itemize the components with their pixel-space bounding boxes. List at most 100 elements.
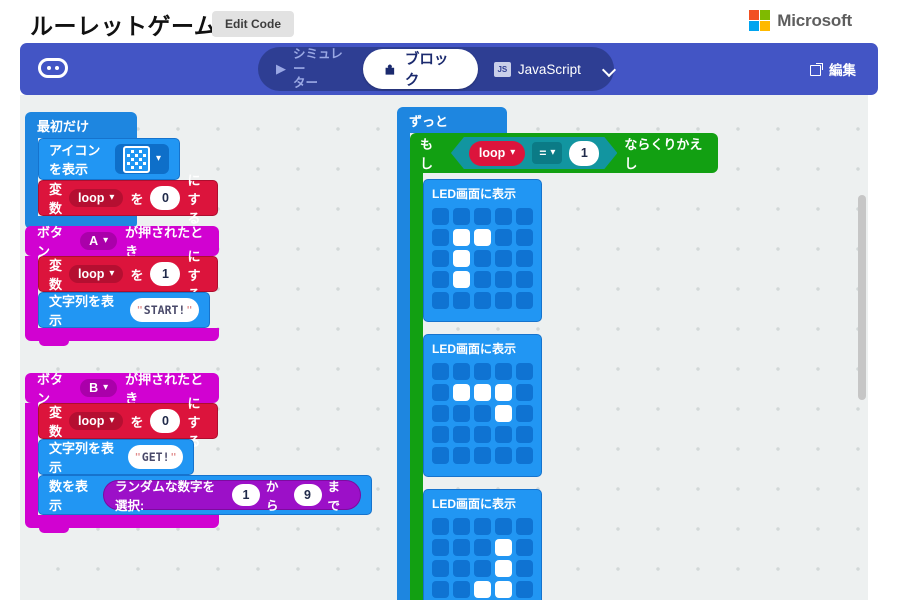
variable-dropdown[interactable]: loop ▾ xyxy=(69,189,124,207)
block-while-loop[interactable]: もし loop ▾ = ▾ 1 ならくりかえし xyxy=(410,133,718,173)
led-cell[interactable] xyxy=(432,518,449,535)
block-on-start-spine[interactable] xyxy=(25,138,38,216)
edit-code-button[interactable]: Edit Code xyxy=(212,11,294,37)
led-cell[interactable] xyxy=(474,560,491,577)
block-set-variable[interactable]: 変数 loop ▾ を 0 にする xyxy=(38,396,218,449)
led-cell[interactable] xyxy=(516,539,533,556)
led-cell[interactable] xyxy=(432,560,449,577)
led-cell[interactable] xyxy=(432,208,449,225)
value-input[interactable]: 0 xyxy=(150,409,181,433)
microsoft-logo[interactable]: Microsoft xyxy=(749,10,852,31)
block-on-button-b-spine[interactable] xyxy=(25,403,38,515)
block-show-leds[interactable]: LED画面に表示 xyxy=(423,489,542,600)
variable-dropdown[interactable]: loop ▾ xyxy=(69,412,124,430)
led-cell[interactable] xyxy=(495,271,512,288)
block-show-leds[interactable]: LED画面に表示 xyxy=(423,334,542,477)
led-cell[interactable] xyxy=(432,363,449,380)
edit-button[interactable]: 編集 xyxy=(810,59,856,79)
led-cell[interactable] xyxy=(495,208,512,225)
block-show-icon[interactable]: アイコンを表示 ▾ xyxy=(38,138,180,180)
led-cell[interactable] xyxy=(474,518,491,535)
tab-blocks[interactable]: ブロック xyxy=(363,49,478,89)
block-show-leds[interactable]: LED画面に表示 xyxy=(423,179,542,322)
led-cell[interactable] xyxy=(474,250,491,267)
string-input[interactable]: " START! " xyxy=(130,298,199,322)
led-cell[interactable] xyxy=(495,384,512,401)
led-cell[interactable] xyxy=(432,539,449,556)
led-cell[interactable] xyxy=(474,229,491,246)
led-cell[interactable] xyxy=(516,518,533,535)
led-cell[interactable] xyxy=(453,447,470,464)
value-input[interactable]: 0 xyxy=(150,186,181,210)
block-on-start[interactable]: 最初だけ xyxy=(25,112,137,138)
led-cell[interactable] xyxy=(453,363,470,380)
led-cell[interactable] xyxy=(495,363,512,380)
tab-simulator[interactable]: ▶ シミュレー ター xyxy=(258,47,359,90)
led-cell[interactable] xyxy=(495,426,512,443)
led-cell[interactable] xyxy=(474,363,491,380)
led-cell[interactable] xyxy=(516,250,533,267)
block-on-button-a-end[interactable] xyxy=(25,328,219,346)
chevron-down-icon[interactable] xyxy=(603,63,614,75)
random-to-input[interactable]: 9 xyxy=(293,484,322,506)
variable-loop-oval[interactable]: loop ▾ xyxy=(469,141,525,166)
block-show-string[interactable]: 文字列を表示 " START! " xyxy=(38,292,210,328)
led-cell[interactable] xyxy=(453,384,470,401)
led-cell[interactable] xyxy=(516,229,533,246)
block-workspace[interactable]: 最初だけ アイコンを表示 ▾ 変数 loop ▾ を 0 にする ボタン xyxy=(20,95,868,600)
led-cell[interactable] xyxy=(453,405,470,422)
led-cell[interactable] xyxy=(516,271,533,288)
led-cell[interactable] xyxy=(453,271,470,288)
block-on-button-a[interactable]: ボタン A ▾ が押されたとき xyxy=(25,225,219,259)
led-cell[interactable] xyxy=(432,581,449,598)
led-cell[interactable] xyxy=(453,518,470,535)
led-cell[interactable] xyxy=(432,405,449,422)
block-set-variable[interactable]: 変数 loop ▾ を 1 にする xyxy=(38,249,218,302)
led-cell[interactable] xyxy=(453,229,470,246)
led-cell[interactable] xyxy=(495,518,512,535)
icon-dropdown[interactable]: ▾ xyxy=(114,144,169,174)
block-while-spine[interactable] xyxy=(410,173,423,600)
led-cell[interactable] xyxy=(516,426,533,443)
operator-dropdown[interactable]: = ▾ xyxy=(532,142,562,164)
block-set-variable[interactable]: 変数 loop ▾ を 0 にする xyxy=(38,173,218,226)
led-cell[interactable] xyxy=(453,581,470,598)
value-input[interactable]: 1 xyxy=(150,262,181,286)
led-cell[interactable] xyxy=(453,208,470,225)
led-cell[interactable] xyxy=(432,292,449,309)
compare-value-input[interactable]: 1 xyxy=(569,141,599,166)
led-cell[interactable] xyxy=(495,581,512,598)
led-cell[interactable] xyxy=(516,363,533,380)
led-cell[interactable] xyxy=(474,292,491,309)
led-cell[interactable] xyxy=(516,581,533,598)
led-cell[interactable] xyxy=(495,250,512,267)
led-cell[interactable] xyxy=(432,271,449,288)
led-cell[interactable] xyxy=(516,292,533,309)
led-cell[interactable] xyxy=(432,250,449,267)
led-cell[interactable] xyxy=(495,229,512,246)
led-cell[interactable] xyxy=(474,426,491,443)
led-cell[interactable] xyxy=(474,405,491,422)
led-cell[interactable] xyxy=(495,539,512,556)
block-on-button-b[interactable]: ボタン B ▾ が押されたとき xyxy=(25,372,219,406)
microbit-logo-icon[interactable] xyxy=(38,58,68,78)
led-cell[interactable] xyxy=(432,447,449,464)
led-cell[interactable] xyxy=(474,447,491,464)
block-on-button-b-end[interactable] xyxy=(25,515,219,533)
led-cell[interactable] xyxy=(432,426,449,443)
led-cell[interactable] xyxy=(474,208,491,225)
led-cell[interactable] xyxy=(453,250,470,267)
comparison-condition[interactable]: loop ▾ = ▾ 1 xyxy=(451,137,617,169)
led-cell[interactable] xyxy=(432,229,449,246)
led-cell[interactable] xyxy=(453,292,470,309)
led-cell[interactable] xyxy=(516,405,533,422)
led-cell[interactable] xyxy=(474,539,491,556)
variable-dropdown[interactable]: loop ▾ xyxy=(69,265,124,283)
led-cell[interactable] xyxy=(516,384,533,401)
block-forever-spine[interactable] xyxy=(397,133,410,600)
block-forever[interactable]: ずっと xyxy=(397,107,507,133)
led-cell[interactable] xyxy=(495,292,512,309)
led-cell[interactable] xyxy=(432,384,449,401)
led-cell[interactable] xyxy=(453,539,470,556)
random-from-input[interactable]: 1 xyxy=(232,484,260,506)
